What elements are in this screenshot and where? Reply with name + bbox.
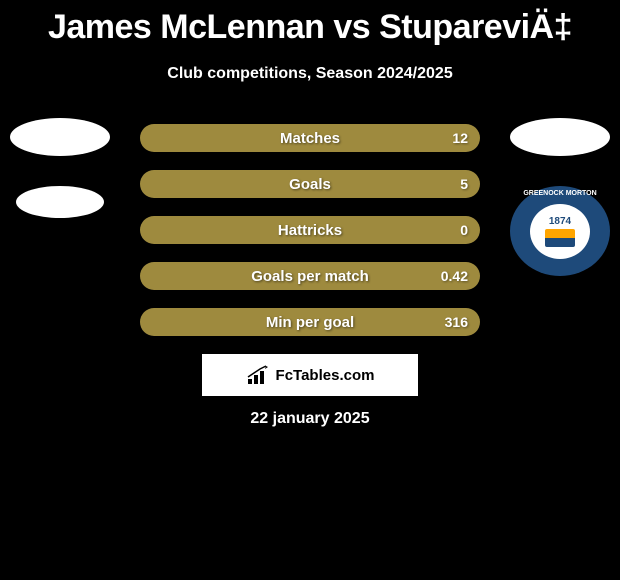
subtitle: Club competitions, Season 2024/2025	[0, 65, 620, 83]
club-badge-ship-icon	[545, 229, 575, 247]
club-badge-inner: 1874	[530, 204, 590, 259]
stat-value-right: 316	[445, 314, 468, 330]
stats-container: Matches 12 Goals 5 Hattricks 0 Goals per…	[140, 124, 480, 336]
club-badge-year: 1874	[549, 216, 571, 227]
stat-bar-goals-per-match: Goals per match 0.42	[140, 262, 480, 290]
stat-bar-matches: Matches 12	[140, 124, 480, 152]
stat-value-right: 0	[460, 222, 468, 238]
stat-value-right: 12	[452, 130, 468, 146]
stat-value-right: 5	[460, 176, 468, 192]
brand-box: FcTables.com	[202, 354, 418, 396]
player-left-avatar	[10, 118, 110, 156]
stat-label: Min per goal	[266, 314, 354, 331]
stat-label: Hattricks	[278, 222, 342, 239]
brand-text: FcTables.com	[276, 367, 375, 384]
brand-chart-icon	[246, 365, 270, 385]
player-left-club-placeholder	[16, 186, 104, 218]
player-right-avatar	[510, 118, 610, 156]
stat-label: Matches	[280, 130, 340, 147]
page-title: James McLennan vs StupareviÄ‡	[0, 0, 620, 47]
stat-label: Goals	[289, 176, 331, 193]
stat-label: Goals per match	[251, 268, 369, 285]
club-badge-top-text: GREENOCK MORTON	[523, 190, 596, 197]
date-text: 22 january 2025	[250, 410, 369, 428]
player-right-column: GREENOCK MORTON 1874	[510, 118, 610, 276]
stat-value-right: 0.42	[441, 268, 468, 284]
stat-bar-min-per-goal: Min per goal 316	[140, 308, 480, 336]
player-right-club-badge: GREENOCK MORTON 1874	[510, 186, 610, 276]
stat-bar-hattricks: Hattricks 0	[140, 216, 480, 244]
stat-bar-goals: Goals 5	[140, 170, 480, 198]
player-left-column	[10, 118, 110, 218]
